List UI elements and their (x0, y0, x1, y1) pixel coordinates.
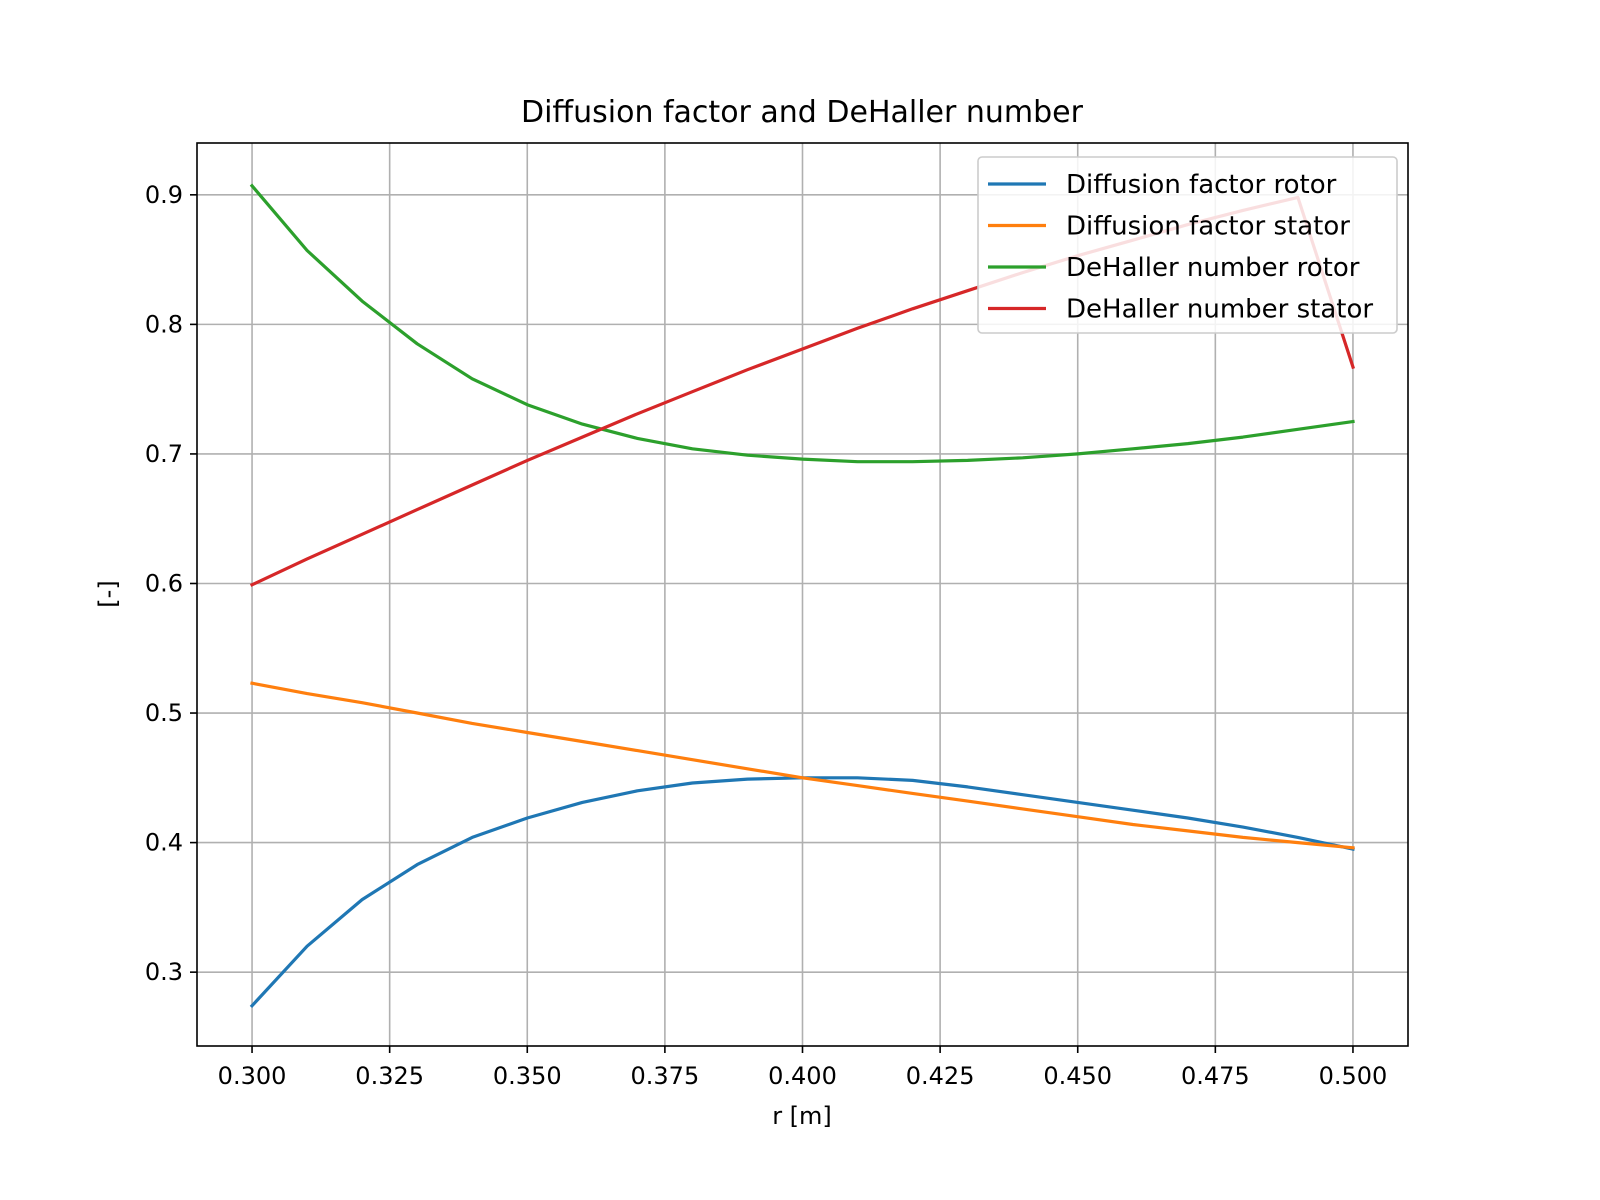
legend-label: Diffusion factor rotor (1066, 170, 1337, 200)
x-tick-label: 0.500 (1319, 1062, 1388, 1090)
x-tick-label: 0.325 (355, 1062, 424, 1090)
x-tick-label: 0.350 (493, 1062, 562, 1090)
legend-label: DeHaller number rotor (1066, 253, 1360, 283)
legend-label: Diffusion factor stator (1066, 212, 1350, 242)
legend-box (977, 156, 1398, 334)
y-axis: 0.3 0.4 0.5 0.6 0.7 0.8 0.9 (145, 181, 197, 986)
y-tick-label: 0.3 (145, 958, 183, 986)
grid-lines (197, 143, 1408, 1046)
y-tick-label: 0.9 (145, 181, 183, 209)
y-tick-label: 0.8 (145, 310, 183, 338)
chart-title: Diffusion factor and DeHaller number (521, 95, 1084, 130)
series-line-diffusion-factor-stator (250, 681, 1355, 850)
y-tick-label: 0.7 (145, 440, 183, 468)
x-tick-label: 0.375 (631, 1062, 700, 1090)
x-tick-label: 0.300 (218, 1062, 287, 1090)
x-axis-label: r [m] (772, 1102, 832, 1130)
legend-label: DeHaller number stator (1066, 295, 1373, 325)
x-tick-label: 0.425 (906, 1062, 975, 1090)
y-tick-label: 0.4 (145, 829, 183, 857)
y-tick-label: 0.5 (145, 699, 183, 727)
x-tick-label: 0.475 (1181, 1062, 1250, 1090)
x-tick-label: 0.450 (1043, 1062, 1112, 1090)
y-axis-label: [-] (94, 580, 122, 607)
legend: Diffusion factor rotor Diffusion factor s… (977, 156, 1398, 334)
x-axis: 0.300 0.325 0.350 0.375 0.400 0.425 0.450 0.475… (218, 1046, 1388, 1090)
x-tick-label: 0.400 (768, 1062, 837, 1090)
series-line-dehaller-number-rotor (249, 183, 1355, 464)
y-tick-label: 0.6 (145, 569, 183, 597)
